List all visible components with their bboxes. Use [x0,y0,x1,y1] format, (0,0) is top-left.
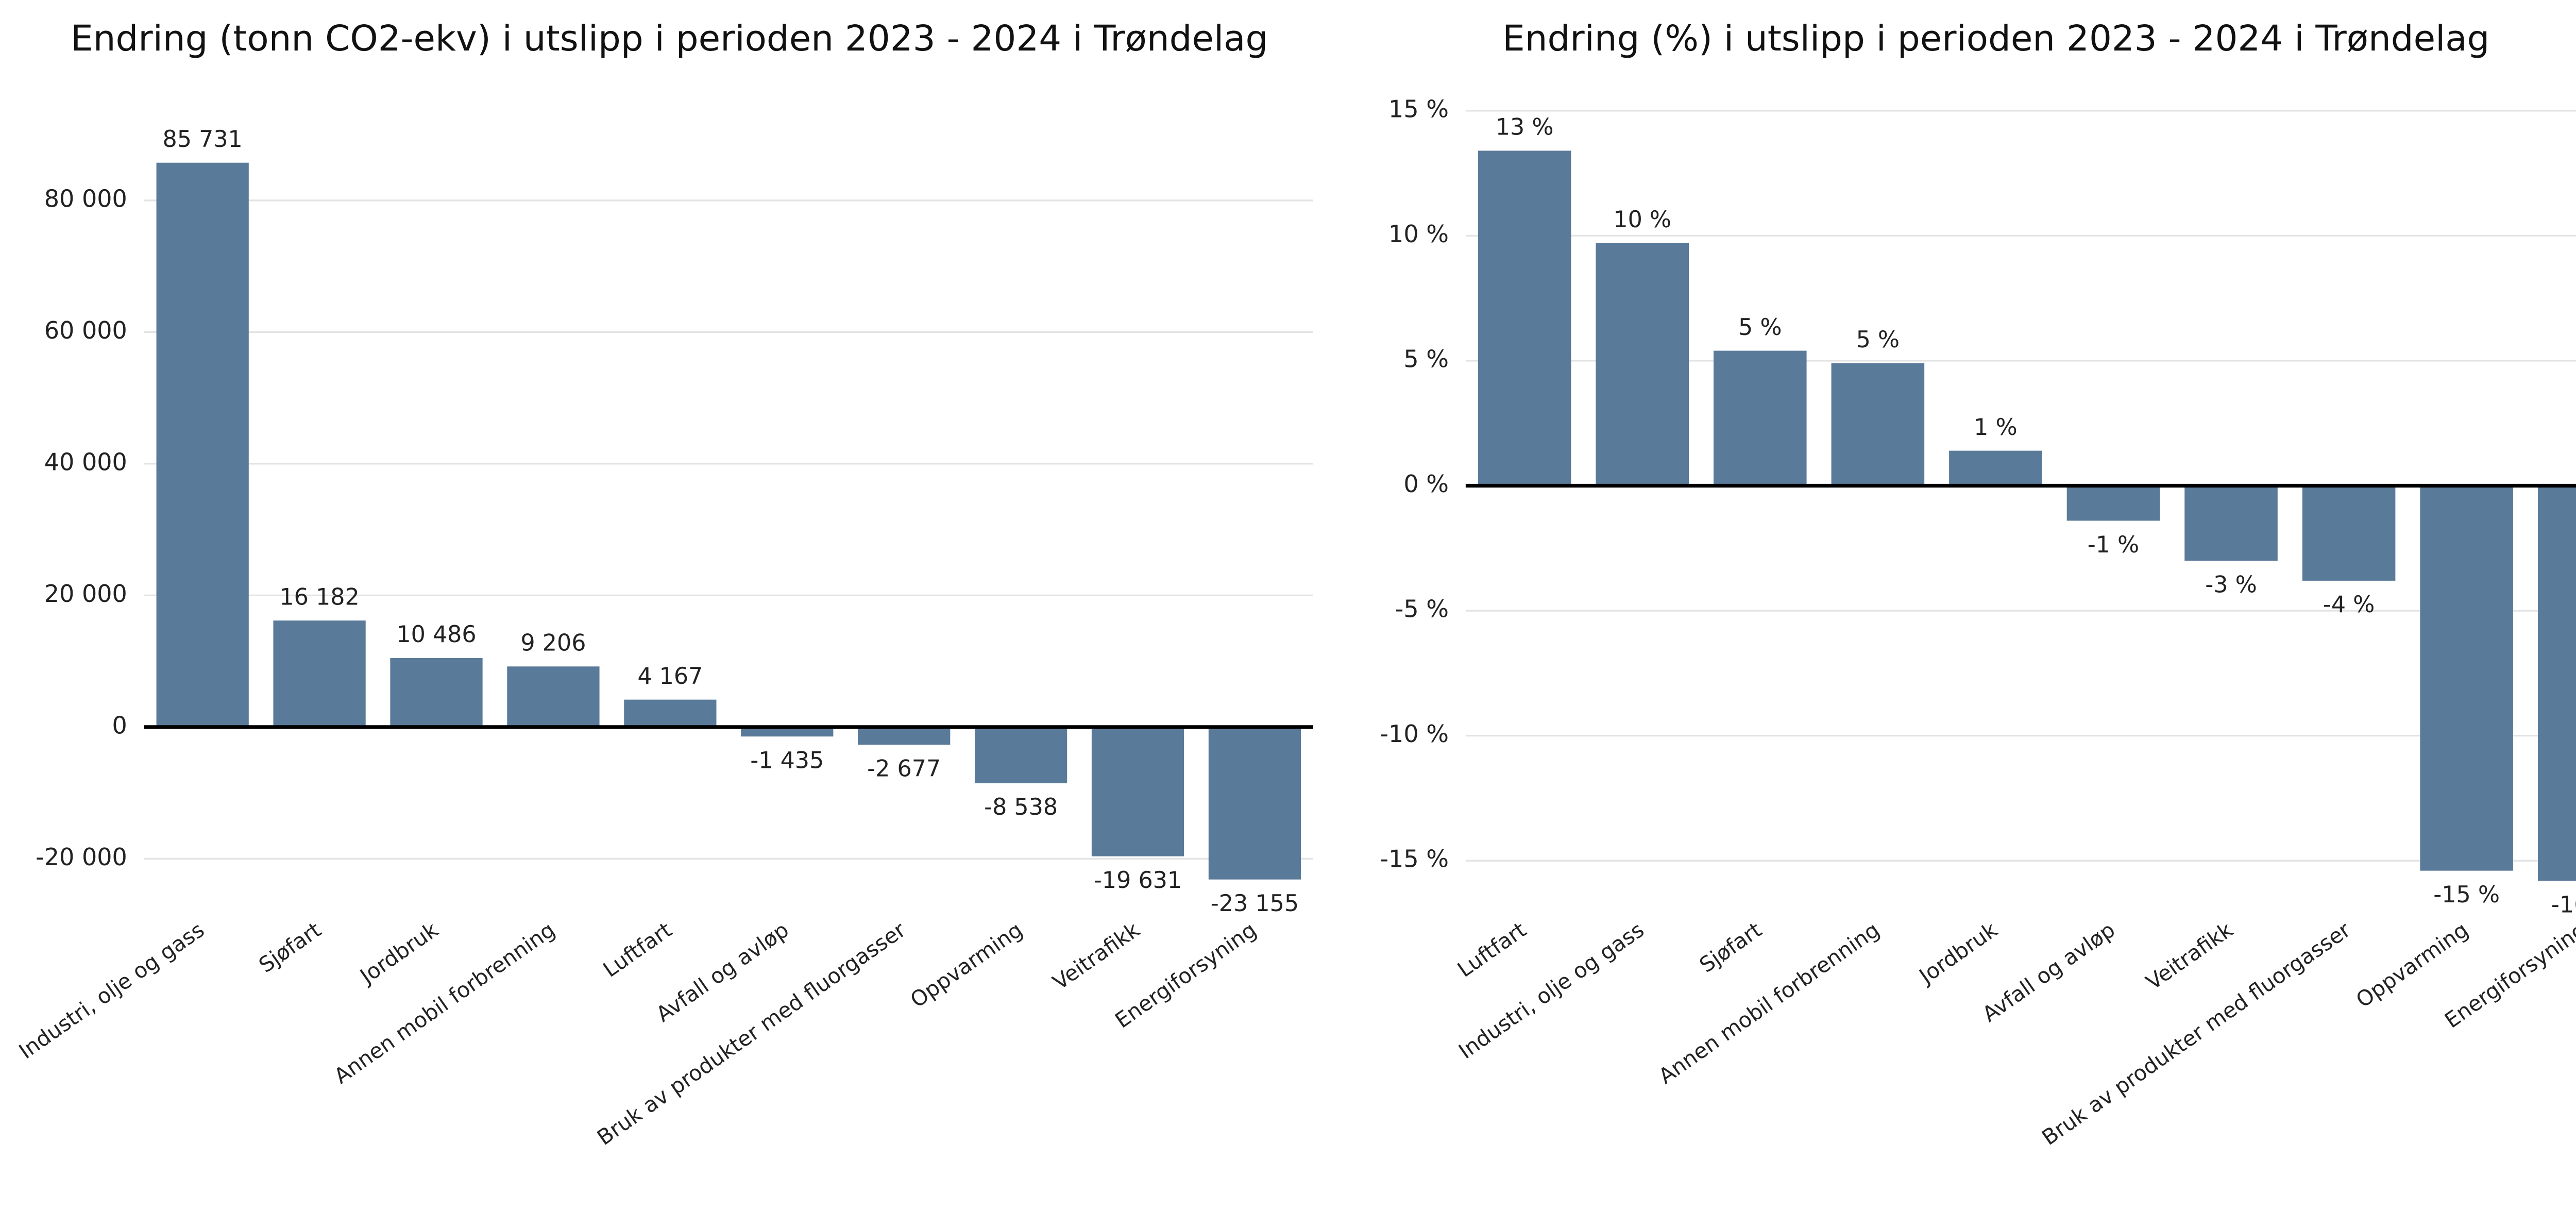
bar [1091,727,1184,856]
bar [2302,485,2396,581]
y-tick-label: 10 % [1388,220,1449,248]
y-tick-label: -10 % [1380,720,1449,748]
bar [1831,363,1925,486]
value-label: 1 % [1974,414,2018,441]
y-tick-label: 0 % [1403,470,1449,498]
value-label: -16 % [2551,892,2576,918]
value-label: -2 677 [867,755,941,782]
value-label: -1 % [2088,532,2140,558]
bar [741,727,834,737]
bar [156,162,249,727]
bar [273,620,366,727]
y-tick-label: 40 000 [44,448,127,476]
value-label: -19 631 [1094,867,1182,894]
y-tick-label: 15 % [1388,95,1449,123]
bar [624,699,717,727]
value-label: 5 % [1856,327,1900,353]
bar [2537,485,2576,881]
y-tick-label: -15 % [1380,845,1449,873]
value-label: -23 155 [1211,890,1299,917]
value-label: 9 206 [520,630,586,657]
value-label: 5 % [1738,314,1782,341]
bar [1208,727,1301,880]
y-tick-label: 80 000 [44,184,127,212]
bar [2066,485,2160,521]
value-label: -4 % [2323,592,2375,618]
chart-title: Endring (tonn CO2-ekv) i utslipp i perio… [71,18,1268,59]
bar [974,727,1067,783]
y-tick-label: 60 000 [44,316,127,344]
y-tick-label: -5 % [1395,595,1449,623]
y-tick-label: 0 [112,711,127,739]
value-label: -1 435 [750,748,824,774]
bar [1596,243,1689,486]
value-label: -8 538 [984,794,1058,820]
bar [2420,485,2513,871]
bar [858,727,951,745]
value-label: -15 % [2433,882,2500,908]
bar [1478,150,1571,486]
value-label: 85 731 [163,126,243,153]
y-tick-label: -20 000 [36,843,127,871]
bar [390,658,483,727]
value-label: 10 486 [396,621,476,648]
y-tick-label: 5 % [1403,345,1449,373]
bar [507,666,600,727]
bar [1949,450,2042,486]
value-label: 10 % [1613,207,1671,233]
bar [1714,350,1807,486]
value-label: -3 % [2205,572,2257,598]
value-label: 13 % [1496,114,1554,141]
y-tick-label: 20 000 [44,580,127,608]
value-label: 16 182 [279,584,359,610]
value-label: 4 167 [637,663,703,690]
bar [2184,485,2278,561]
chart-title: Endring (%) i utslipp i perioden 2023 - … [1502,18,2489,59]
